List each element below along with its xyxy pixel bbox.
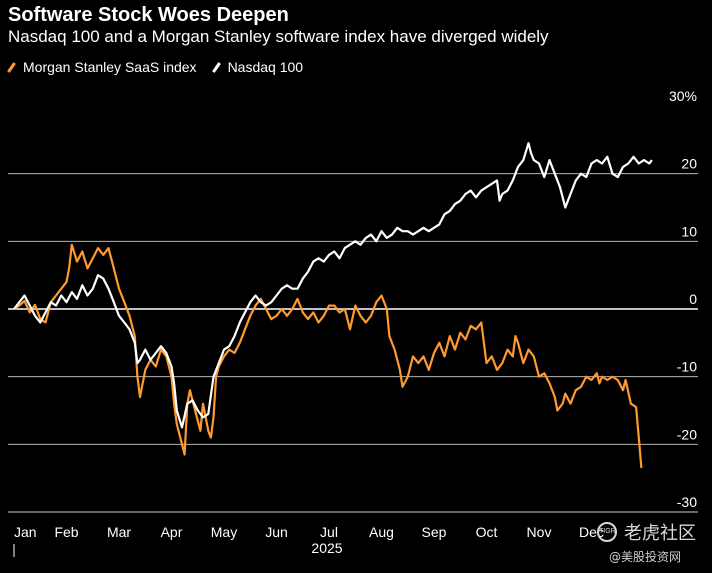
series-line-nasdaq (13, 142, 653, 429)
x-tick-label-may: May (211, 524, 237, 540)
y-tick-label: -20 (677, 426, 697, 442)
x-tick-label-mar: Mar (107, 524, 131, 540)
y-tick-label: 20 (681, 156, 697, 172)
y-tick-label: 30% (669, 88, 697, 104)
x-tick-label-feb: Feb (54, 524, 78, 540)
legend-label-saas: Morgan Stanley SaaS index (23, 59, 197, 75)
x-tick-label-apr: Apr (161, 524, 183, 540)
x-tick-label-jul: Jul (320, 524, 338, 540)
y-tick-label: -30 (677, 494, 697, 510)
x-tick-label-jan: Jan (14, 524, 37, 540)
x-tick-label-sep: Sep (422, 524, 447, 540)
x-tick-label-oct: Oct (476, 524, 498, 540)
legend-item-saas: Morgan Stanley SaaS index (6, 59, 197, 75)
grid-layer (8, 173, 698, 445)
y-tick-label: 0 (689, 291, 697, 307)
chart-subtitle: Nasdaq 100 and a Morgan Stanley software… (8, 27, 549, 46)
tiger-logo-icon: TIGR (597, 522, 617, 542)
chart-legend: Morgan Stanley SaaS index Nasdaq 100 (6, 59, 317, 75)
legend-label-nasdaq: Nasdaq 100 (227, 59, 304, 75)
chart-title: Software Stock Woes Deepen (8, 4, 289, 26)
series-line-saas (13, 243, 643, 469)
x-tick-label-nov: Nov (527, 524, 552, 540)
x-tick-label-aug: Aug (369, 524, 394, 540)
y-tick-label: 10 (681, 223, 697, 239)
watermark-handle: @美股投资网 (609, 550, 682, 564)
watermark-brand: 老虎社区 (624, 523, 696, 544)
axis-layer: 30% 20 10 0 -10 -20 -30 Jan Feb Mar Apr May Jun Jul Au… (8, 88, 698, 557)
x-tick-label-jun: Jun (265, 524, 288, 540)
tiger-logo-text: TIGR (599, 528, 616, 535)
y-tick-label: -10 (677, 359, 697, 375)
legend-item-nasdaq: Nasdaq 100 (211, 59, 304, 75)
series-layer (13, 142, 653, 469)
x-axis-year-label: 2025 (311, 540, 342, 556)
